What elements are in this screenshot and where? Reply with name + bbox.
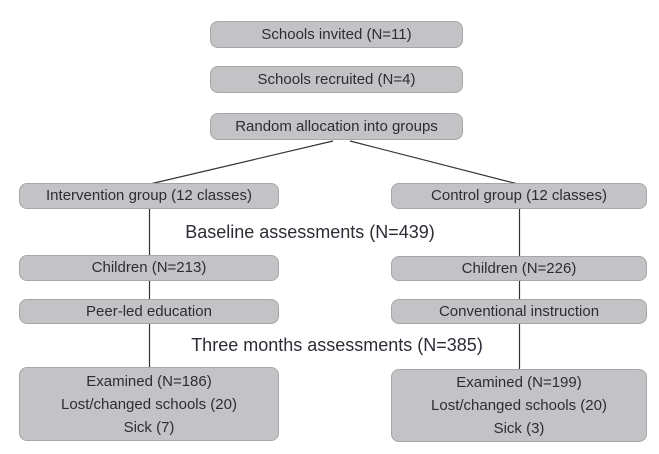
box-schools-invited-label: Schools invited (N=11) <box>261 25 412 43</box>
box-intervention-group-label: Intervention group (12 classes) <box>46 187 252 205</box>
box-children-intervention: Children (N=213) <box>19 255 279 281</box>
box-control-group-label: Control group (12 classes) <box>431 187 607 205</box>
box-children-control: Children (N=226) <box>391 256 647 281</box>
label-baseline-assessments: Baseline assessments (N=439) <box>185 222 435 242</box>
box-outcome-intervention: Examined (N=186) Lost/changed schools (2… <box>19 367 279 441</box>
box-control-group: Control group (12 classes) <box>391 183 647 209</box>
box-random-allocation: Random allocation into groups <box>210 113 463 140</box>
outcome-control-lost: Lost/changed schools (20) <box>431 397 607 414</box>
box-children-control-label: Children (N=226) <box>461 259 577 277</box>
box-schools-invited: Schools invited (N=11) <box>210 21 463 48</box>
box-schools-recruited: Schools recruited (N=4) <box>210 66 463 93</box>
outcome-control-sick: Sick (3) <box>493 420 545 437</box>
box-intervention-group: Intervention group (12 classes) <box>19 183 279 209</box>
box-children-intervention-label: Children (N=213) <box>91 259 207 277</box>
connector-diagonal-left <box>149 140 334 185</box>
box-outcome-control: Examined (N=199) Lost/changed schools (2… <box>391 369 647 442</box>
outcome-intervention-examined: Examined (N=186) <box>86 372 212 390</box>
box-peer-led-education: Peer-led education <box>19 299 279 324</box>
label-three-months-assessments: Three months assessments (N=385) <box>191 335 483 355</box>
box-random-allocation-label: Random allocation into groups <box>235 117 438 135</box>
box-conventional-instruction-label: Conventional instruction <box>438 302 600 320</box>
box-conventional-instruction: Conventional instruction <box>391 299 647 324</box>
outcome-intervention-lost: Lost/changed schools (20) <box>61 395 237 413</box>
box-schools-recruited-label: Schools recruited (N=4) <box>257 70 416 88</box>
box-peer-led-education-label: Peer-led education <box>86 302 212 320</box>
outcome-intervention-sick: Sick (7) <box>123 418 175 436</box>
outcome-control-examined: Examined (N=199) <box>456 374 582 391</box>
connector-diagonal-right <box>349 140 519 185</box>
